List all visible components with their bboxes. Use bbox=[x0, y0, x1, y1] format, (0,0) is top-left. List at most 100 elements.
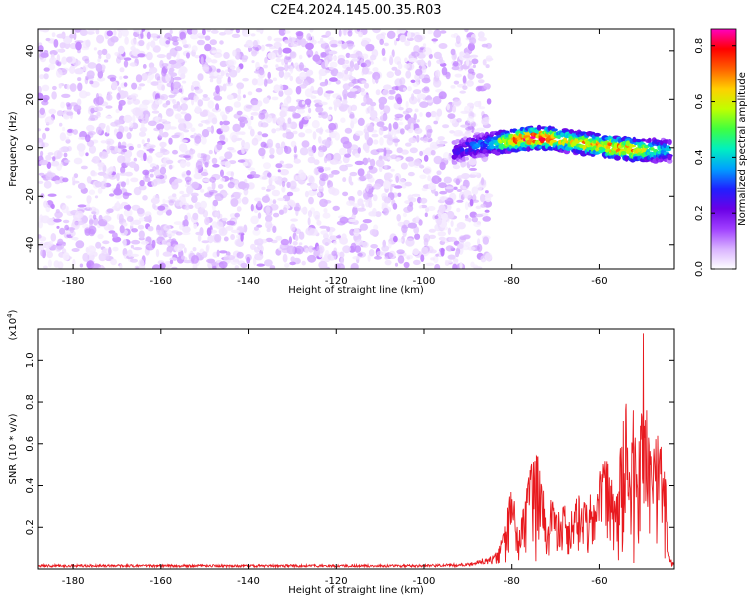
heatmap-noise-cell bbox=[168, 94, 176, 99]
heatmap-noise-cell bbox=[383, 172, 391, 181]
heatmap-noise-cell bbox=[329, 77, 338, 82]
heatmap-noise-cell bbox=[193, 95, 200, 101]
heatmap-noise-cell bbox=[356, 87, 366, 93]
heatmap-noise-cell bbox=[435, 253, 439, 257]
heatmap-noise-cell bbox=[382, 88, 390, 97]
heatmap-noise-cell bbox=[224, 29, 233, 35]
heatmap-noise-cell bbox=[147, 41, 151, 47]
heatmap-noise-cell bbox=[197, 32, 204, 38]
heatmap-noise-cell bbox=[209, 176, 217, 183]
heatmap-noise-cell bbox=[379, 114, 388, 122]
heatmap-noise-cell bbox=[183, 44, 189, 49]
heatmap-noise-cell bbox=[304, 190, 309, 198]
heatmap-noise-cell bbox=[285, 131, 294, 140]
heatmap-noise-cell bbox=[447, 227, 452, 235]
heatmap-noise-cell bbox=[452, 105, 457, 113]
heatmap-noise-cell bbox=[317, 86, 324, 96]
heatmap-noise-cell bbox=[47, 193, 57, 197]
heatmap-noise-cell bbox=[129, 62, 138, 67]
heatmap-noise-cell bbox=[362, 66, 369, 75]
heatmap-noise-cell bbox=[405, 70, 412, 79]
heatmap-noise-cell bbox=[161, 84, 166, 91]
heatmap-noise-cell bbox=[109, 193, 115, 197]
heatmap-noise-cell bbox=[119, 213, 124, 223]
heatmap-noise-cell bbox=[225, 72, 230, 77]
heatmap-noise-cell bbox=[162, 251, 172, 257]
heatmap-noise-cell bbox=[59, 122, 63, 127]
heatmap-noise-cell bbox=[204, 161, 209, 168]
heatmap-noise-cell bbox=[328, 173, 334, 178]
heatmap-noise-cell bbox=[469, 198, 474, 207]
heatmap-noise-cell bbox=[234, 265, 239, 269]
heatmap-signal-cell bbox=[667, 154, 672, 161]
heatmap-noise-cell bbox=[389, 184, 393, 193]
heatmap-noise-cell bbox=[434, 263, 441, 269]
heatmap-noise-cell bbox=[436, 170, 442, 176]
heatmap-noise-cell bbox=[50, 203, 55, 209]
heatmap-noise-cell bbox=[212, 199, 219, 207]
heatmap-noise-cell bbox=[453, 186, 458, 190]
heatmap-noise-cell bbox=[174, 46, 183, 52]
heatmap-noise-cell bbox=[413, 158, 422, 166]
heatmap-noise-cell bbox=[293, 158, 301, 164]
heatmap-noise-cell bbox=[324, 167, 328, 172]
heatmap-noise-cell bbox=[210, 59, 218, 64]
heatmap-noise-cell bbox=[296, 109, 306, 114]
heatmap-noise-cell bbox=[373, 139, 379, 145]
heatmap-noise-cell bbox=[476, 127, 486, 132]
heatmap-noise-cell bbox=[186, 52, 190, 59]
heatmap-noise-cell bbox=[396, 249, 405, 255]
heatmap-noise-cell bbox=[97, 233, 104, 240]
heatmap-noise-cell bbox=[88, 145, 97, 154]
heatmap-noise-cell bbox=[326, 80, 332, 86]
heatmap-noise-cell bbox=[65, 136, 70, 141]
colorbar: 0.0 0.2 0.4 0.6 0.8 Normalized spectral ampl… bbox=[694, 28, 748, 277]
heatmap-noise-cell bbox=[77, 182, 86, 190]
heatmap-noise-cell bbox=[476, 73, 484, 79]
heatmap-noise-cell bbox=[360, 102, 367, 107]
heatmap-noise-cell bbox=[38, 234, 42, 239]
heatmap-noise-cell bbox=[469, 37, 477, 45]
heatmap-noise-cell bbox=[130, 253, 139, 257]
heatmap-noise-cell bbox=[251, 104, 261, 112]
heatmap-noise-cell bbox=[317, 192, 321, 197]
heatmap-noise-cell bbox=[284, 146, 292, 155]
heatmap-noise-cell bbox=[236, 206, 242, 212]
heatmap-noise-cell bbox=[453, 132, 463, 137]
heatmap-noise-cell bbox=[132, 114, 136, 123]
heatmap-noise-cell bbox=[201, 129, 210, 138]
heatmap-noise-cell bbox=[351, 58, 359, 62]
heatmap-noise-cell bbox=[450, 85, 456, 89]
heatmap-noise-cell bbox=[219, 40, 224, 45]
heatmap-noise-cell bbox=[434, 215, 439, 220]
heatmap-signal-cell bbox=[629, 144, 637, 148]
heatmap-noise-cell bbox=[159, 262, 166, 269]
heatmap-noise-cell bbox=[133, 247, 143, 251]
heatmap-noise-cell bbox=[157, 229, 165, 236]
heatmap-noise-cell bbox=[147, 72, 155, 81]
heatmap-noise-cell bbox=[166, 229, 173, 238]
heatmap-noise-cell bbox=[55, 69, 63, 78]
heatmap-noise-cell bbox=[279, 110, 287, 118]
heatmap-noise-cell bbox=[86, 250, 95, 256]
snr-series-line bbox=[38, 333, 674, 569]
x-tick-label: -120 bbox=[325, 276, 348, 287]
heatmap-noise-cell bbox=[388, 240, 392, 249]
heatmap-noise-cell bbox=[290, 41, 299, 48]
x-tick-label: -80 bbox=[504, 576, 520, 587]
heatmap-noise-cell bbox=[195, 160, 203, 170]
heatmap-noise-cell bbox=[105, 53, 111, 60]
heatmap-noise-cell bbox=[446, 103, 451, 111]
heatmap-noise-cell bbox=[85, 39, 91, 48]
heatmap-noise-cell bbox=[173, 62, 182, 69]
heatmap-noise-cell bbox=[436, 59, 445, 65]
heatmap-noise-cell bbox=[92, 156, 101, 164]
heatmap-noise-cell bbox=[326, 153, 332, 162]
heatmap-noise-cell bbox=[43, 67, 50, 72]
heatmap-noise-cell bbox=[261, 176, 268, 180]
heatmap-noise-cell bbox=[254, 253, 264, 261]
heatmap-noise-cell bbox=[44, 127, 50, 132]
snr-frame bbox=[37, 328, 675, 570]
heatmap-noise-cell bbox=[181, 255, 185, 260]
heatmap-noise-cell bbox=[40, 150, 44, 157]
